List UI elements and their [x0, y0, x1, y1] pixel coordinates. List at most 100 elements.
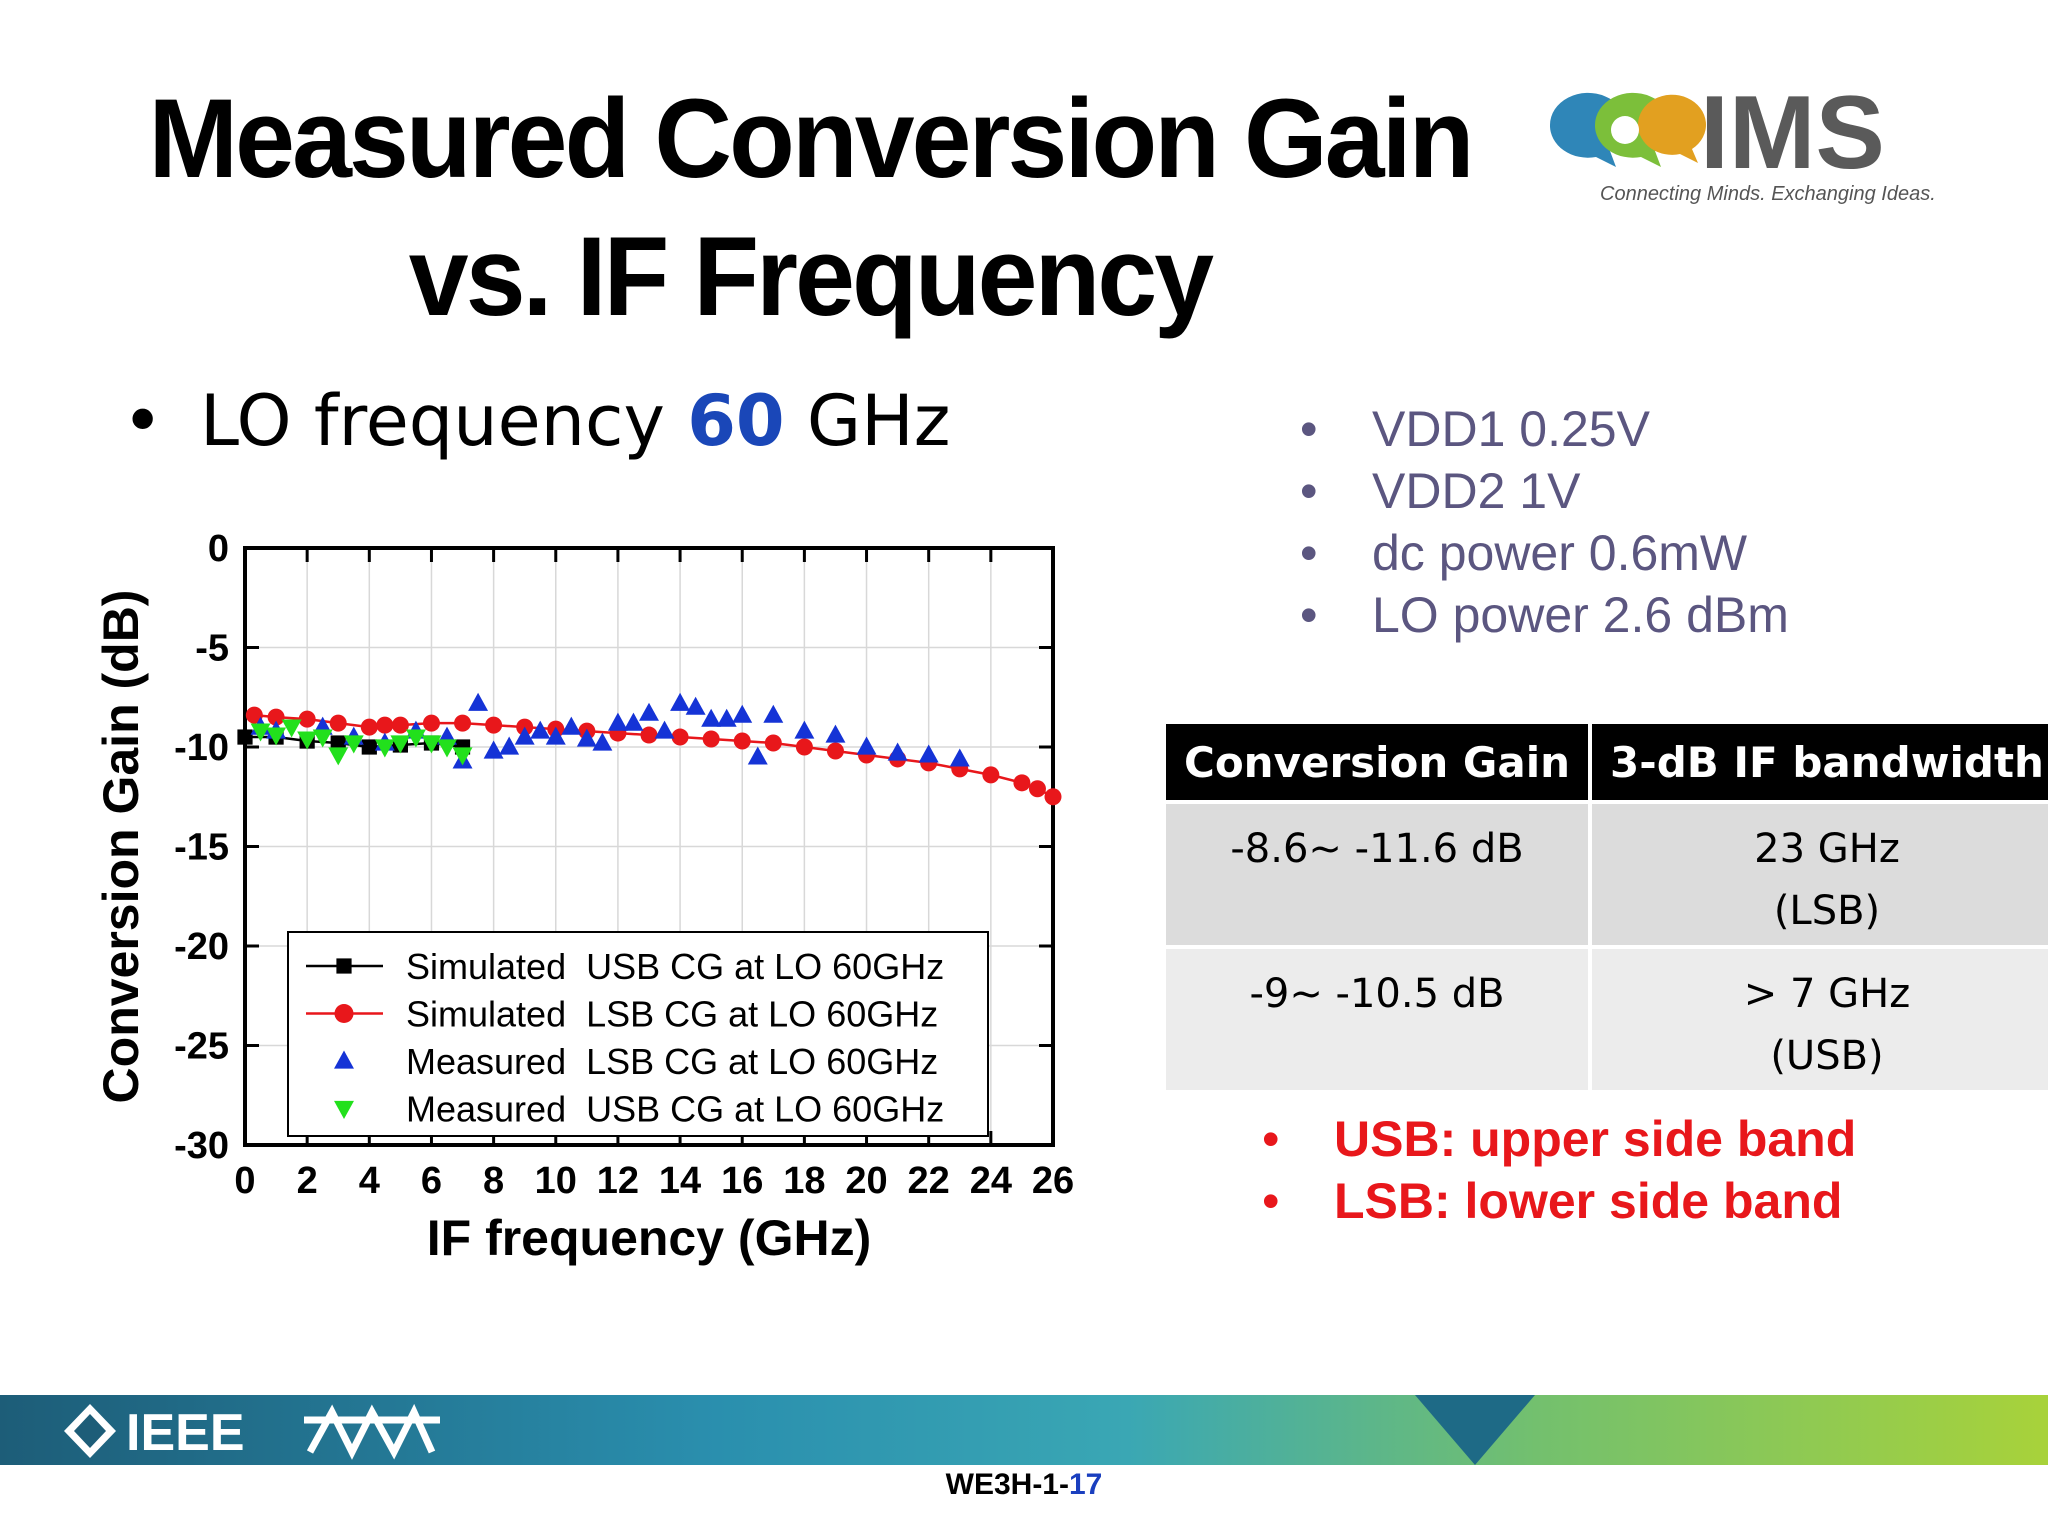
data-point-series-2 — [763, 704, 784, 723]
bandwidth-value: 23 GHz — [1754, 826, 1900, 872]
data-point-series-0 — [237, 729, 253, 745]
spec-text: VDD1 0.25V — [1372, 401, 1650, 457]
data-point-series-2 — [670, 692, 691, 711]
data-point-series-1 — [267, 708, 285, 726]
data-point-series-2 — [468, 692, 489, 711]
x-tick-label: 8 — [483, 1160, 504, 1202]
data-point-series-2 — [825, 724, 846, 743]
data-point-series-2 — [592, 732, 613, 751]
data-point-series-0 — [330, 735, 346, 751]
data-point-series-1 — [391, 716, 409, 734]
logo-tagline: Connecting Minds. Exchanging Ideas. — [1600, 183, 1936, 205]
data-point-series-1 — [1013, 774, 1031, 792]
spec-text: VDD2 1V — [1372, 463, 1581, 519]
slide-title: Measured Conversion Gain vs. IF Frequenc… — [32, 70, 1587, 346]
y-tick-label: -10 — [174, 727, 229, 769]
legend-entry: Measured LSB CG at LO 60GHz — [406, 1041, 938, 1082]
bandwidth-band: (LSB) — [1773, 888, 1881, 934]
bandwidth-value: > 7 GHz — [1743, 971, 1911, 1017]
data-point-series-1 — [671, 728, 689, 746]
data-point-series-2 — [794, 720, 815, 739]
legend-entry: Simulated LSB CG at LO 60GHz — [406, 994, 938, 1035]
table-header-row: Conversion Gain 3-dB IF bandwidth — [1166, 724, 2048, 800]
spec-item: • VDD1 0.25V — [1300, 398, 1789, 460]
x-tick-label: 20 — [845, 1160, 887, 1202]
data-point-series-2 — [716, 708, 737, 727]
table-header-gain: Conversion Gain — [1166, 724, 1589, 800]
data-point-series-2 — [607, 712, 628, 731]
y-tick-label: -15 — [174, 827, 229, 869]
data-point-series-3 — [421, 735, 442, 754]
data-point-series-1 — [702, 730, 720, 748]
lo-frequency-bullet: • LO frequency 60 GHz — [122, 380, 951, 462]
lo-bullet-suffix: GHz — [784, 380, 951, 462]
bandwidth-band: (USB) — [1770, 1033, 1884, 1079]
data-point-series-3 — [328, 747, 349, 766]
logo-text: IMS — [1700, 75, 1885, 191]
data-point-series-2 — [747, 746, 768, 765]
spec-text: LO power 2.6 dBm — [1372, 587, 1789, 643]
y-tick-label: -5 — [195, 628, 229, 670]
spec-text: dc power 0.6mW — [1372, 525, 1748, 581]
title-line-1: Measured Conversion Gain — [148, 76, 1474, 201]
x-tick-label: 14 — [659, 1160, 701, 1202]
note-text: USB: upper side band — [1334, 1111, 1857, 1167]
x-tick-label: 24 — [970, 1160, 1012, 1202]
ims-logo: IMS Connecting Minds. Exchanging Ideas. — [1549, 75, 1936, 205]
data-point-series-2 — [701, 708, 722, 727]
footer-logos: IEEE — [64, 1403, 440, 1462]
data-point-series-1 — [485, 716, 503, 734]
table-cell-bandwidth: > 7 GHz (USB) — [1592, 949, 2048, 1090]
data-point-series-2 — [685, 696, 706, 715]
table-cell-bandwidth: 23 GHz (LSB) — [1592, 804, 2048, 945]
y-tick-label: -30 — [174, 1125, 229, 1167]
bullet-dot: • — [1262, 1173, 1280, 1229]
y-tick-label: 0 — [208, 528, 229, 570]
data-point-series-1 — [640, 726, 658, 744]
data-point-series-2 — [887, 742, 908, 761]
data-point-series-3 — [390, 735, 411, 754]
data-point-series-2 — [545, 726, 566, 745]
data-point-series-1 — [360, 718, 378, 736]
x-axis-label: IF frequency (GHz) — [427, 1210, 871, 1266]
bullet-dot: • — [122, 380, 164, 462]
legend-marker — [336, 958, 352, 974]
data-point-series-2 — [530, 720, 551, 739]
title-line-2: vs. IF Frequency — [408, 214, 1214, 339]
data-point-series-2 — [654, 720, 675, 739]
x-tick-label: 6 — [421, 1160, 442, 1202]
speech-bubbles-icon — [1549, 92, 1706, 167]
spec-item: • dc power 0.6mW — [1300, 522, 1789, 584]
data-point-series-1 — [1028, 780, 1046, 798]
data-point-series-3 — [312, 729, 333, 748]
conversion-gain-chart: 0 2 4 6 8 10 12 14 16 18 20 22 24 260-5-10-15-20-25-3… — [93, 528, 1074, 1266]
ieee-text: IEEE — [126, 1404, 245, 1462]
table-cell-gain: -8.6~ -11.6 dB — [1166, 804, 1589, 945]
y-tick-label: -25 — [174, 1026, 229, 1068]
x-tick-label: 4 — [359, 1160, 380, 1202]
band-notes: • USB: upper side band • LSB: lower side b… — [1262, 1108, 1856, 1232]
data-point-series-1 — [982, 766, 1000, 784]
data-point-series-2 — [576, 728, 597, 747]
y-axis-label: Conversion Gain (dB) — [93, 590, 149, 1104]
data-point-series-1 — [764, 734, 782, 752]
data-point-series-2 — [514, 726, 535, 745]
data-point-series-2 — [856, 736, 877, 755]
x-tick-label: 16 — [721, 1160, 763, 1202]
data-point-series-1 — [795, 738, 813, 756]
data-point-series-2 — [623, 712, 644, 731]
x-tick-label: 0 — [234, 1160, 255, 1202]
data-point-series-3 — [405, 729, 426, 748]
spec-item: • VDD2 1V — [1300, 460, 1789, 522]
x-tick-label: 2 — [297, 1160, 318, 1202]
bullet-dot: • — [1300, 463, 1318, 519]
bullet-dot: • — [1300, 525, 1318, 581]
legend-marker — [334, 1004, 354, 1023]
bullet-dot: • — [1300, 587, 1318, 643]
x-tick-label: 22 — [908, 1160, 950, 1202]
bullet-dot: • — [1262, 1111, 1280, 1167]
data-point-series-3 — [297, 731, 318, 750]
bullet-dot: • — [1300, 401, 1318, 457]
data-point-series-2 — [732, 704, 753, 723]
x-tick-label: 12 — [597, 1160, 639, 1202]
